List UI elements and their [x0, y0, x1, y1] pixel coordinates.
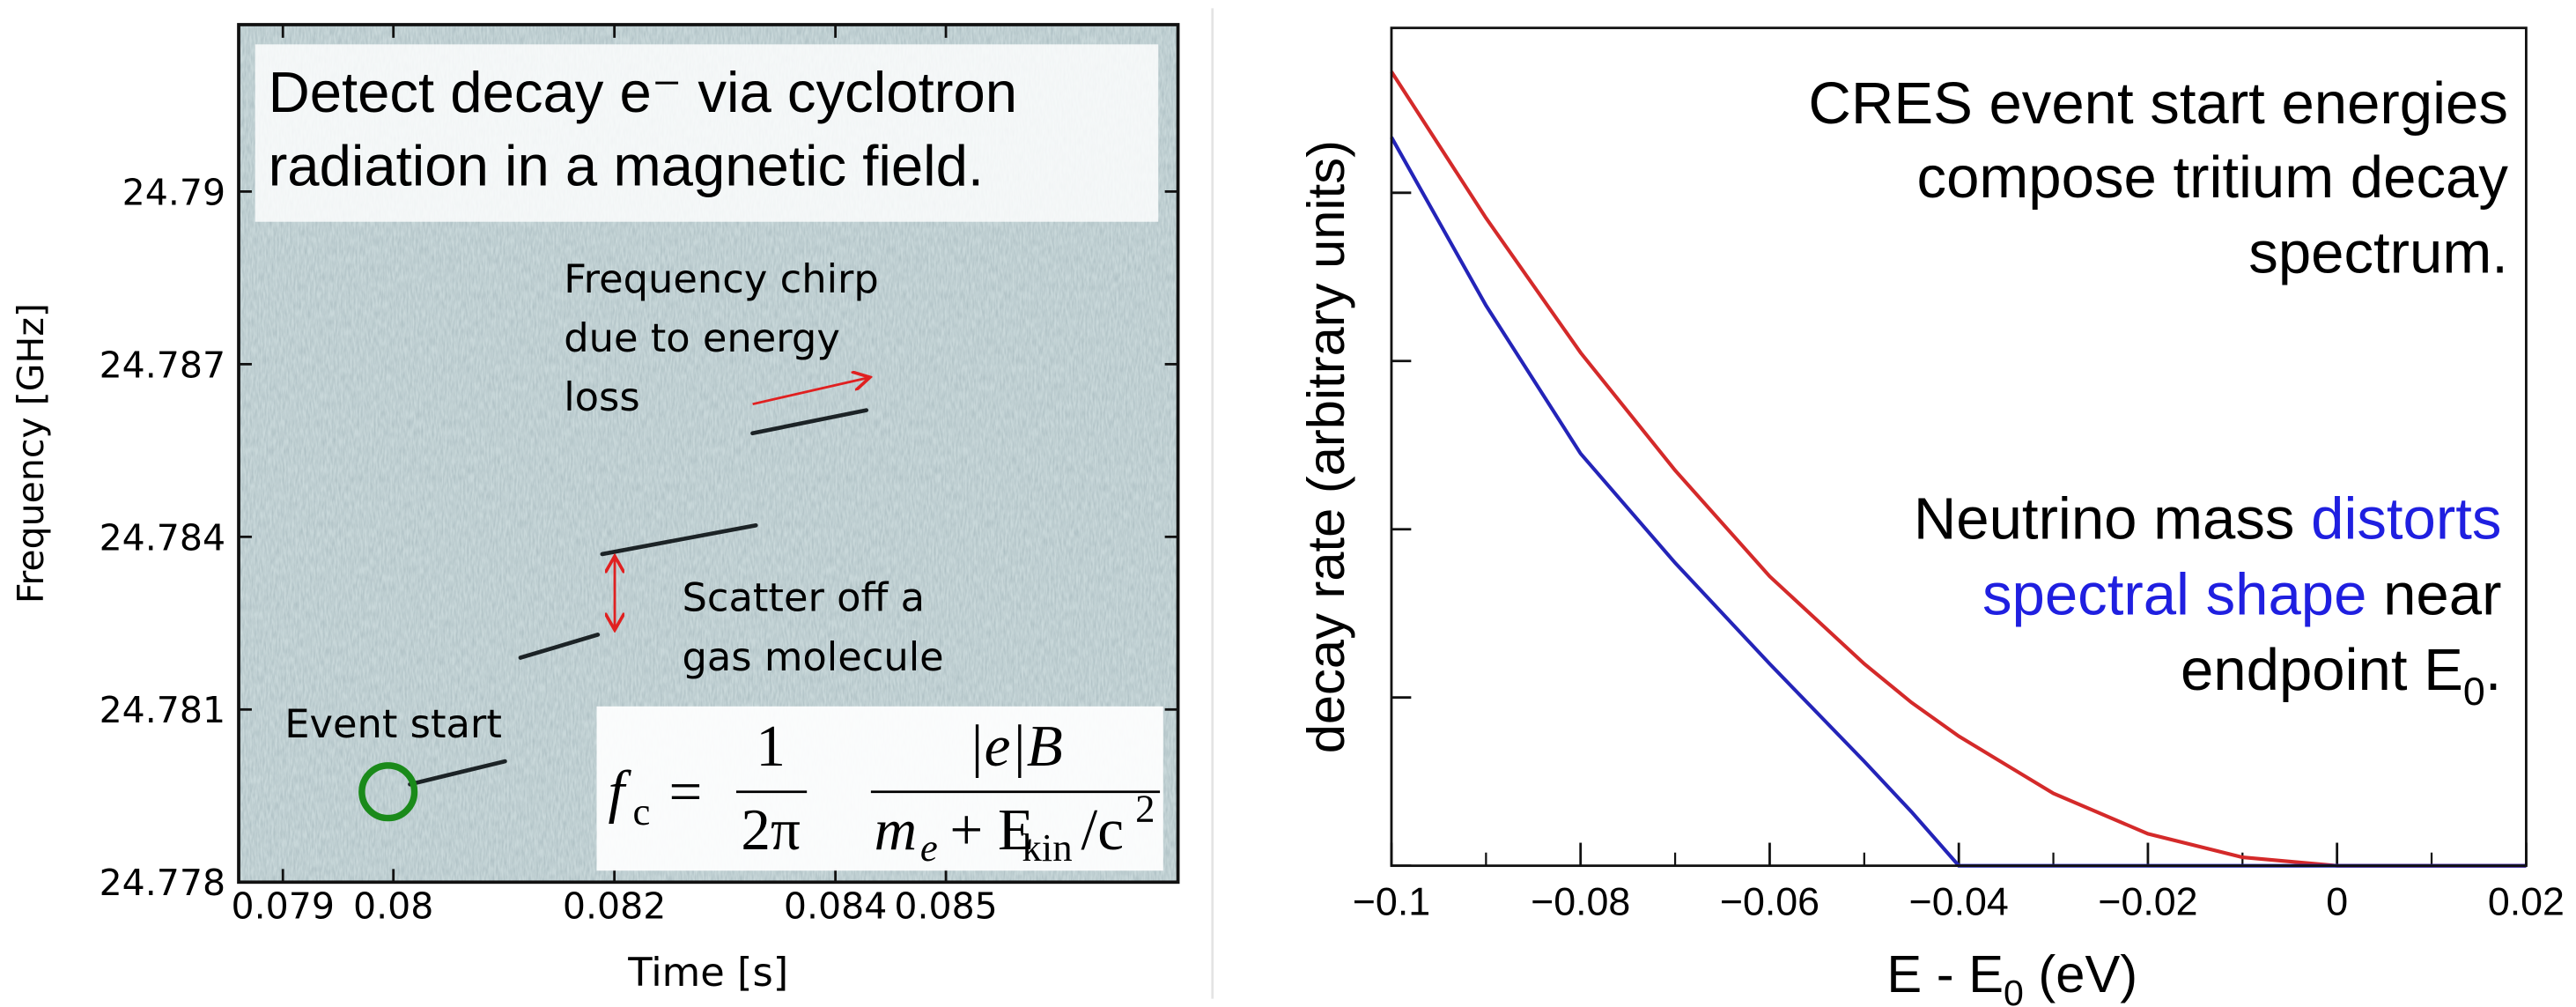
note-line: compose tritium decay	[1917, 144, 2509, 211]
formula-part: 2π	[741, 796, 800, 863]
formula-part: kin	[1022, 826, 1072, 870]
annotation: Event start	[284, 700, 502, 747]
x-tick-label: 0.079	[232, 885, 335, 927]
y-axis-label: decay rate (arbitrary units)	[1296, 140, 1355, 753]
note-line: spectrum.	[2248, 220, 2508, 286]
y-tick-label: 24.781	[100, 689, 226, 731]
annotation: gas molecule	[682, 633, 943, 680]
formula-part: c	[633, 789, 651, 833]
y-tick-label: 24.778	[100, 862, 226, 904]
y-tick-label: 24.787	[100, 344, 226, 386]
note-line: Neutrino mass distorts	[1914, 486, 2502, 552]
formula-part: |e|B	[968, 713, 1063, 779]
x-tick-label: 0.02	[2488, 880, 2565, 924]
y-tick-label: 24.784	[100, 516, 226, 559]
note-highlight: spectral shape	[1982, 561, 2366, 627]
note-highlight: distorts	[2311, 486, 2501, 552]
annotation: Scatter off a	[682, 574, 925, 621]
note-text: Neutrino mass	[1914, 486, 2311, 552]
formula-part: 1	[756, 713, 786, 779]
x-tick-label: 0.08	[353, 885, 433, 927]
text-box	[255, 44, 1159, 222]
x-tick-label: 0.084	[784, 885, 887, 927]
note-text: .	[2485, 637, 2502, 703]
y-axis-label: Frequency [GHz]	[10, 303, 52, 603]
y-tick-label: 24.79	[122, 171, 225, 213]
note-line: spectral shape near	[1982, 561, 2501, 627]
track	[408, 759, 507, 787]
formula-part: /c	[1081, 796, 1124, 863]
x-tick-label: −0.04	[1909, 880, 2009, 924]
annotation: Frequency chirp	[564, 255, 879, 302]
note-line: endpoint E0.	[2181, 637, 2501, 714]
x-label-part: (eV)	[2024, 944, 2137, 1003]
formula-part: =	[669, 759, 703, 825]
annotation: loss	[564, 374, 639, 420]
x-label-part: E - E	[1886, 944, 2004, 1003]
x-tick-label: −0.02	[2098, 880, 2197, 924]
note-text: near	[2366, 561, 2501, 627]
right-frame	[1390, 26, 2528, 868]
formula-box	[596, 706, 1163, 871]
annotation: due to energy	[564, 315, 840, 361]
x-tick-label: 0.082	[563, 885, 666, 927]
x-label-sub: 0	[2004, 973, 2024, 1007]
chirp-arrow	[752, 378, 868, 406]
text-box-line: radiation in a magnetic field.	[269, 134, 984, 198]
left-frame	[237, 23, 1180, 885]
x-axis-label: Time [s]	[627, 949, 788, 996]
formula-part: + E	[949, 796, 1034, 863]
track	[750, 408, 869, 436]
text-box-line: Detect decay e⁻ via cyclotron	[269, 60, 1017, 124]
note-line: CRES event start energies	[1808, 70, 2508, 137]
x-axis-label: E - E0 (eV)	[1886, 944, 2137, 1007]
track	[600, 522, 758, 557]
x-tick-label: −0.06	[1720, 880, 1819, 924]
right-chart: −0.1 −0.08 −0.06 −0.04 −0.02 0 0.02	[1353, 70, 2565, 924]
left-chart: 24.778 24.781 24.784 24.787 24.79 0.079 0.08 0.…	[100, 24, 1178, 927]
x-tick-label: 0	[2326, 880, 2348, 924]
note-text: endpoint E	[2181, 637, 2463, 703]
track	[518, 633, 601, 660]
note-subscript: 0	[2463, 670, 2485, 714]
event-start-circle	[358, 762, 418, 822]
formula-part: e	[920, 826, 938, 870]
x-tick-label: −0.1	[1353, 880, 1430, 924]
formula-part: m	[875, 796, 917, 863]
x-tick-label: −0.08	[1531, 880, 1630, 924]
x-tick-label: 0.085	[894, 885, 997, 927]
formula-part: 2	[1135, 786, 1155, 830]
